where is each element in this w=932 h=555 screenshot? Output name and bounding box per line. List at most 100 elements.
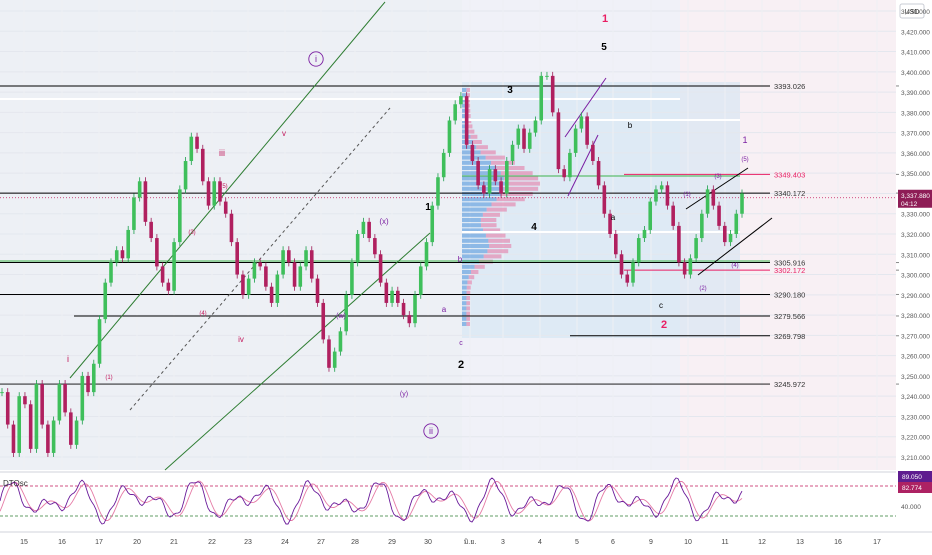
profile-bar-buy	[462, 270, 472, 274]
profile-bar-sell	[466, 316, 471, 321]
profile-bar-sell	[481, 223, 497, 228]
wave-label: (3)	[188, 230, 195, 236]
candle-body	[132, 197, 136, 230]
price-tick-label: 3,210.000	[901, 455, 930, 462]
price-tick-label: 3,430.000	[901, 9, 930, 16]
profile-bar-sell	[485, 233, 506, 238]
time-tick-label: 3	[501, 539, 505, 546]
profile-bar-buy	[462, 259, 480, 264]
candle-body	[298, 266, 303, 287]
profile-bar-buy	[462, 223, 482, 228]
candle-body	[327, 339, 331, 368]
price-tick-label: 3,310.000	[901, 252, 930, 259]
candle-body	[206, 181, 211, 206]
time-tick-label: 27	[317, 539, 325, 546]
profile-bar-buy	[462, 316, 467, 321]
wave-label: 2	[661, 319, 667, 331]
profile-bar-sell	[468, 275, 475, 280]
candle-body	[269, 286, 274, 303]
wave-label: (5)	[741, 157, 748, 163]
profile-bar-buy	[462, 171, 501, 176]
wedge-lower	[697, 217, 773, 276]
candle-body	[34, 384, 39, 449]
wave-label: 1	[742, 135, 747, 145]
candle-body	[573, 128, 578, 153]
time-tick-label: 21	[170, 539, 178, 546]
candle-body	[178, 189, 182, 243]
candle-body	[441, 152, 446, 178]
candle-body	[665, 185, 670, 206]
candle-body	[619, 254, 624, 275]
candle-body	[304, 250, 308, 267]
candle-body	[97, 319, 102, 364]
profile-bar-buy	[462, 176, 504, 181]
wave-circle	[308, 51, 324, 67]
profile-bar-buy	[462, 322, 467, 326]
time-tick-label: 29	[388, 539, 396, 546]
candle-body	[155, 238, 159, 267]
time-tick-label: 9	[649, 539, 653, 546]
candle-body	[401, 302, 406, 316]
price-tick-label: 3,390.000	[901, 90, 930, 97]
wave-circle	[423, 423, 439, 439]
time-tick-label: 15	[20, 539, 28, 546]
candle-body	[694, 238, 698, 259]
current-price-label: 3,337.880	[901, 193, 930, 200]
profile-bar-sell	[466, 290, 471, 295]
profile-bar-sell	[466, 93, 471, 98]
profile-bar-buy	[462, 207, 487, 212]
current-price-badge	[898, 189, 932, 208]
channel-lower	[164, 232, 431, 471]
candle-body	[384, 282, 389, 303]
candle-body	[258, 262, 262, 267]
candle-body	[470, 144, 475, 162]
time-axis[interactable]: 15 16 17 20 21 22 23 24 27 28 29 30 มิ.ย. 3 4 5 6 9 10 11 12…	[0, 531, 932, 550]
time-tick-label: 4	[538, 539, 542, 546]
profile-bar-sell	[482, 212, 500, 217]
profile-bar-sell	[466, 114, 471, 118]
profile-bar-buy	[462, 145, 477, 150]
candle-body	[436, 177, 440, 206]
profile-bar-sell	[500, 171, 533, 176]
candle-body	[166, 282, 171, 291]
candle-body	[464, 96, 469, 145]
profile-bar-sell	[491, 160, 515, 165]
wave-label: (1)	[105, 375, 112, 381]
profile-bar-buy	[462, 301, 467, 306]
profile-range-box	[462, 82, 740, 338]
candle-body	[418, 266, 423, 295]
candle-body	[46, 424, 50, 453]
osc-scale-label: 40.000	[901, 504, 921, 511]
candle-body	[625, 274, 630, 283]
wave-label: (5)	[220, 184, 227, 190]
profile-bar-sell	[466, 88, 471, 92]
candle-body	[453, 104, 457, 121]
candle-body	[281, 250, 285, 275]
candle-body	[499, 181, 503, 194]
profile-bar-buy	[462, 212, 483, 217]
candle-body	[482, 185, 486, 194]
wave-label: (1)	[683, 192, 690, 198]
profile-bar-buy	[462, 103, 467, 108]
candle-body	[579, 116, 584, 129]
candle-body	[608, 213, 612, 234]
time-tick-label: 11	[721, 539, 728, 546]
candle-body	[459, 96, 463, 105]
candle-body	[705, 189, 710, 214]
candle-body	[114, 250, 119, 263]
profile-bar-buy	[462, 93, 467, 98]
wave-label: 5	[601, 42, 607, 53]
candle-body	[172, 242, 176, 291]
candle-body	[527, 132, 532, 149]
candle-body	[390, 290, 394, 303]
price-tick-label: 3,370.000	[901, 131, 930, 138]
candle-body	[332, 351, 337, 368]
candle-body	[69, 412, 73, 445]
horizontal-levels: 3393.026 3349.403 3340.172 3305.9163302.172…	[0, 82, 896, 389]
candle-body	[143, 181, 148, 222]
candle-body	[602, 185, 607, 214]
wave-label: a	[442, 305, 447, 314]
